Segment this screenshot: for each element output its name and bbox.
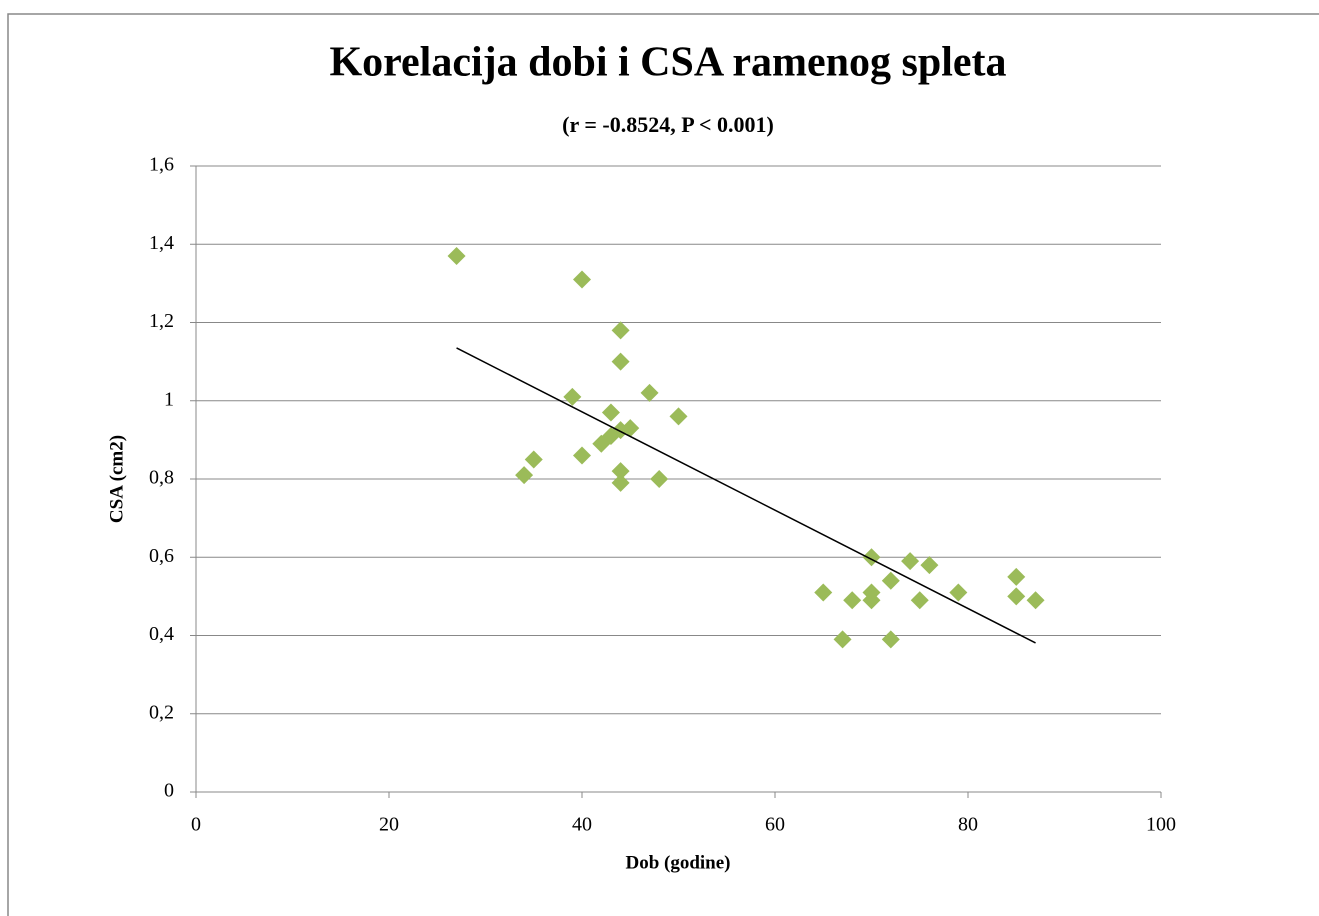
data-point	[611, 473, 630, 492]
x-tick-label: 100	[1146, 814, 1176, 836]
data-point	[862, 591, 881, 610]
data-point	[1007, 567, 1026, 586]
data-point	[949, 583, 968, 602]
x-tick-label: 20	[379, 814, 399, 836]
data-point	[843, 591, 862, 610]
data-point	[611, 321, 630, 340]
x-tick-label: 80	[958, 814, 978, 836]
data-point	[515, 466, 534, 485]
data-point	[524, 450, 543, 469]
chart-border	[7, 13, 1319, 916]
y-tick-label: 1,6	[149, 154, 174, 176]
data-point	[611, 352, 630, 371]
data-point	[563, 387, 582, 406]
data-point	[447, 246, 466, 265]
y-tick-label: 0,4	[149, 623, 174, 645]
chart-title: Korelacija dobi i CSA ramenog spleta	[329, 40, 1006, 86]
data-point	[901, 552, 920, 571]
data-point	[640, 383, 659, 402]
data-point	[1007, 587, 1026, 606]
x-tick-label: 40	[572, 814, 592, 836]
data-point	[573, 270, 591, 289]
data-point	[862, 548, 881, 567]
data-point	[601, 403, 620, 422]
y-tick-label: 1	[164, 388, 174, 410]
x-axis-title: Dob (godine)	[625, 852, 730, 873]
data-point	[650, 470, 669, 488]
data-point	[881, 630, 900, 649]
y-tick-label: 0,2	[149, 701, 174, 723]
data-point	[910, 591, 929, 610]
y-axis-title: CSA (cm2)	[106, 435, 127, 523]
data-point	[814, 583, 833, 602]
data-point	[1026, 591, 1045, 610]
x-tick-label: 0	[191, 814, 201, 836]
y-tick-label: 0,8	[149, 467, 174, 489]
y-tick-label: 1,4	[149, 232, 174, 254]
trendline	[456, 347, 1036, 644]
y-tick-label: 0,6	[149, 545, 174, 567]
data-point	[920, 556, 939, 575]
data-point	[592, 434, 611, 453]
data-point	[881, 571, 900, 590]
y-tick-label: 0	[164, 780, 174, 802]
data-point	[669, 407, 688, 426]
data-point	[833, 630, 852, 649]
data-point	[573, 446, 591, 465]
chart-subtitle: (r = -0.8524, P < 0.001)	[562, 112, 774, 137]
data-point	[611, 462, 630, 481]
y-tick-label: 1,2	[149, 310, 174, 332]
x-tick-label: 60	[765, 814, 785, 836]
